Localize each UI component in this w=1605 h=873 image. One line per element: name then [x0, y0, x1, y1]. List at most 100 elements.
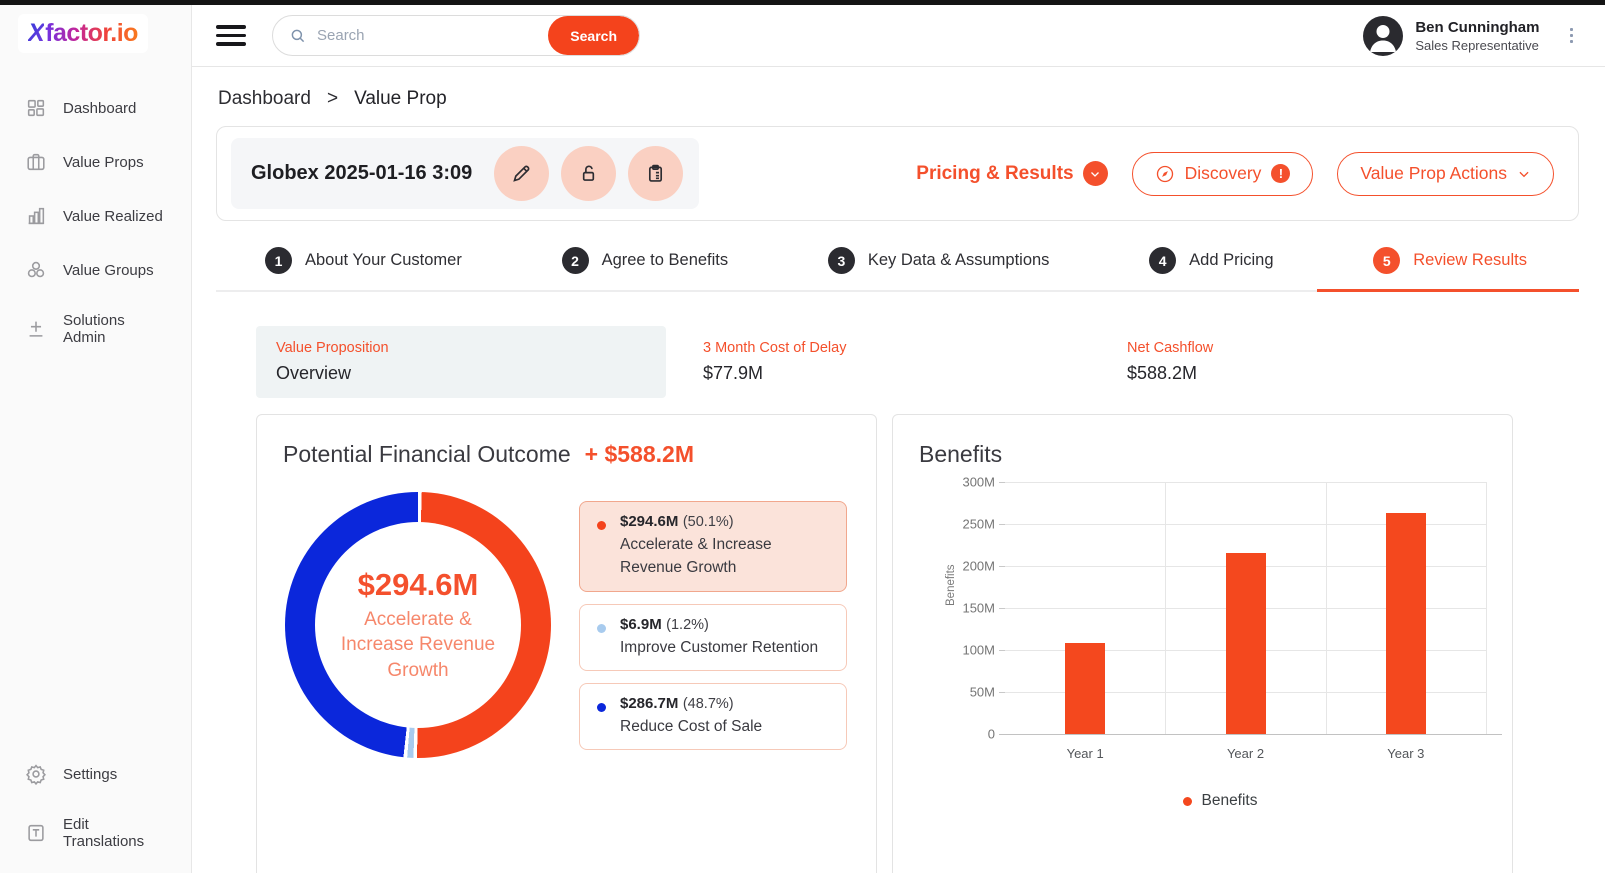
step-label: Review Results [1413, 251, 1527, 269]
app-logo[interactable]: Xfactor.io [18, 14, 148, 53]
unlock-button[interactable] [561, 146, 617, 201]
x-tick-label: Year 3 [1387, 746, 1425, 761]
sidebar-item-value-groups[interactable]: Value Groups [0, 243, 191, 297]
breadcrumb: Dashboard > Value Prop [218, 88, 1579, 110]
y-tick [999, 566, 1005, 567]
donut-chart[interactable]: $294.6M Accelerate & Increase Revenue Gr… [285, 492, 551, 758]
donut-center-value: $294.6M [357, 567, 479, 603]
breadcrumb-dashboard[interactable]: Dashboard [218, 88, 311, 109]
main-content: Dashboard > Value Prop Globex 2025-01-16… [192, 67, 1605, 873]
search-icon [291, 29, 305, 42]
legend-percent: (50.1%) [682, 514, 734, 530]
sidebar-item-value-realized[interactable]: Value Realized [0, 189, 191, 243]
bar-chart-icon [24, 204, 48, 228]
benefits-bar-chart: Benefits 0 50M 100M 150M 200M 250M 300M Year 1… [919, 475, 1502, 810]
topbar: Search Ben Cunningham Sales Representati… [192, 5, 1605, 67]
sidebar-item-settings[interactable]: Settings [0, 747, 191, 801]
kebab-menu-icon[interactable] [1566, 24, 1578, 48]
stat-value-proposition-overview[interactable]: Value Proposition Overview [256, 326, 666, 398]
step-number: 5 [1373, 247, 1401, 274]
y-tick-label: 0 [987, 726, 995, 742]
y-tick-label: 100M [962, 642, 995, 658]
summary-stats-row: Value Proposition Overview 3 Month Cost … [256, 326, 1579, 398]
translate-icon [24, 821, 48, 845]
clipboard-button[interactable] [628, 146, 684, 201]
sidebar-item-label: Dashboard [63, 99, 137, 117]
y-tick [999, 650, 1005, 651]
legend-dot [597, 623, 606, 633]
user-role: Sales Representative [1415, 37, 1539, 53]
sidebar-item-value-props[interactable]: Value Props [0, 135, 191, 189]
value-prop-actions-label: Value Prop Actions [1360, 163, 1507, 183]
x-tick-label: Year 1 [1066, 746, 1104, 761]
gridline [1325, 482, 1327, 734]
y-tick-label: 250M [962, 516, 995, 532]
stat-label: Value Proposition [276, 340, 389, 356]
sidebar-item-edit-translations[interactable]: Edit Translations [0, 801, 191, 865]
sidebar-item-label: Value Groups [63, 261, 154, 279]
lock-open-icon [583, 165, 595, 181]
stat-label: 3 Month Cost of Delay [703, 340, 847, 356]
breadcrumb-value-prop[interactable]: Value Prop [354, 88, 447, 109]
step-number: 2 [561, 247, 589, 274]
stat-label: Net Cashflow [1127, 340, 1214, 356]
step-label: Add Pricing [1189, 251, 1274, 269]
sidebar-bottom-nav: Settings Edit Translations [0, 747, 191, 873]
bar-year-1[interactable] [1065, 643, 1106, 734]
pricing-results-dropdown[interactable]: Pricing & Results [916, 161, 1108, 186]
discovery-button[interactable]: Discovery ! [1131, 151, 1314, 196]
legend-label: Benefits [1201, 792, 1258, 809]
briefcase-icon [24, 150, 48, 174]
legend-item-customer-retention[interactable]: $6.9M (1.2%) Improve Customer Retention [579, 603, 847, 671]
discovery-label: Discovery [1184, 163, 1262, 183]
sidebar-item-dashboard[interactable]: Dashboard [0, 81, 191, 135]
bar-year-3[interactable] [1385, 513, 1426, 734]
step-key-data-assumptions[interactable]: 3 Key Data & Assumptions [827, 247, 1049, 274]
edit-button[interactable] [494, 146, 550, 201]
step-label: Agree to Benefits [601, 251, 729, 269]
stat-value: $77.9M [703, 363, 764, 383]
y-tick [999, 524, 1005, 525]
person-icon [1370, 24, 1397, 52]
step-agree-to-benefits[interactable]: 2 Agree to Benefits [561, 247, 729, 274]
legend-item-reduce-cost-of-sale[interactable]: $286.7M (48.7%) Reduce Cost of Sale [579, 682, 847, 750]
stat-value: $588.2M [1127, 363, 1198, 383]
legend-value: $6.9M [620, 615, 662, 633]
bar-year-2[interactable] [1225, 553, 1266, 734]
step-label: About Your Customer [305, 251, 462, 269]
search-button[interactable]: Search [548, 16, 639, 55]
chevron-down-icon [1519, 171, 1529, 177]
avatar[interactable] [1363, 15, 1404, 56]
legend-description: Improve Customer Retention [620, 638, 819, 656]
step-about-your-customer[interactable]: 1 About Your Customer [265, 247, 462, 274]
legend-description: Reduce Cost of Sale [620, 717, 763, 735]
step-number: 3 [827, 247, 855, 274]
user-block: Ben Cunningham Sales Representative [1363, 15, 1578, 56]
gridline [1165, 482, 1167, 734]
value-prop-header-card: Globex 2025-01-16 3:09 Pricing & Results [216, 126, 1579, 221]
step-add-pricing[interactable]: 4 Add Pricing [1149, 247, 1274, 274]
chart-legend[interactable]: Benefits [953, 792, 1488, 810]
legend-description: Accelerate & Increase Revenue Growth [620, 536, 772, 577]
sidebar-item-label: Settings [63, 765, 118, 783]
y-tick-label: 300M [962, 474, 995, 490]
sidebar-item-solutions-admin[interactable]: Solutions Admin [0, 297, 191, 361]
hamburger-menu-icon[interactable] [216, 25, 246, 46]
y-tick-label: 150M [962, 600, 995, 616]
search-input[interactable] [317, 27, 549, 44]
value-prop-title: Globex 2025-01-16 3:09 [251, 162, 473, 184]
legend-item-accelerate-revenue[interactable]: $294.6M (50.1%) Accelerate & Increase Re… [579, 501, 847, 592]
stat-value: Overview [276, 363, 352, 383]
step-review-results[interactable]: 5 Review Results [1373, 247, 1527, 274]
legend-value: $286.7M [620, 694, 679, 712]
cubes-icon [24, 258, 48, 282]
value-prop-actions-button[interactable]: Value Prop Actions [1337, 151, 1554, 196]
clipboard-icon [649, 164, 663, 182]
active-step-underline [1317, 289, 1579, 292]
plus-minus-icon [24, 317, 48, 341]
y-tick [999, 608, 1005, 609]
total-outcome-value: + $588.2M [584, 441, 694, 467]
gridline [1486, 482, 1487, 734]
user-name: Ben Cunningham [1415, 18, 1540, 36]
logo-wordmark: factor.io [45, 19, 138, 47]
